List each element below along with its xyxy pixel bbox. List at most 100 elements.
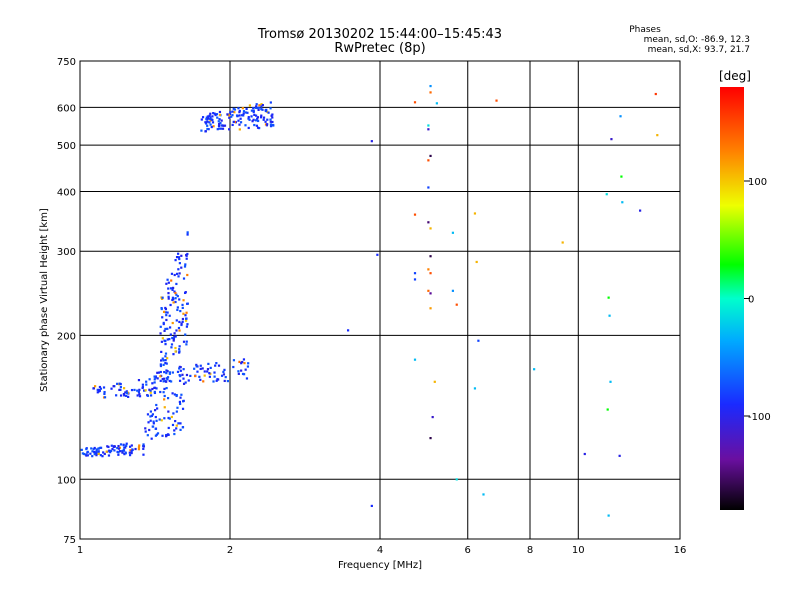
data-point [224, 376, 227, 379]
data-point [97, 450, 100, 453]
data-point [185, 253, 188, 257]
data-point [149, 415, 152, 418]
data-point [163, 339, 166, 342]
data-point [130, 451, 133, 455]
data-point [212, 112, 215, 115]
data-point [159, 325, 162, 328]
data-point [185, 311, 188, 314]
data-point [150, 437, 153, 440]
data-point [180, 266, 183, 269]
data-point [130, 388, 134, 392]
data-point [173, 393, 177, 396]
data-point [216, 128, 219, 131]
data-point [167, 433, 170, 436]
data-point [168, 379, 171, 383]
data-point [236, 115, 239, 118]
data-point [117, 444, 120, 448]
data-point [208, 372, 211, 375]
data-point [185, 257, 188, 260]
data-point [177, 252, 180, 255]
data-point [167, 295, 170, 298]
data-point [113, 449, 116, 452]
data-point [221, 127, 225, 130]
data-point [181, 407, 185, 410]
data-point [167, 410, 170, 413]
data-point [162, 380, 165, 383]
data-point [161, 377, 164, 381]
data-point [250, 109, 253, 112]
data-point [93, 451, 96, 454]
data-point [251, 120, 254, 123]
data-point [212, 125, 215, 128]
data-point [148, 388, 151, 391]
data-point [182, 382, 186, 385]
data-point [413, 213, 417, 216]
data-point [433, 380, 436, 383]
data-point [116, 382, 119, 385]
data-point [161, 337, 164, 340]
data-point [583, 452, 586, 456]
data-point [142, 447, 145, 450]
data-point [153, 375, 156, 378]
data-point [138, 393, 141, 396]
data-point [168, 372, 171, 375]
data-point [252, 118, 255, 121]
data-point [136, 389, 139, 392]
data-point [233, 120, 237, 124]
data-point [165, 369, 168, 372]
chart-subtitle: RwPretec (8p) [334, 41, 425, 56]
data-point [93, 446, 96, 450]
data-point [250, 115, 253, 118]
x-tick-label: 1 [77, 545, 83, 556]
data-point [429, 272, 432, 275]
data-point [145, 380, 148, 383]
data-point [97, 447, 100, 450]
data-point [164, 311, 167, 314]
phases-mean-x: mean, sd,X: 93.7, 21.7 [648, 45, 750, 55]
data-point [186, 323, 189, 326]
data-point [170, 346, 173, 349]
data-point [166, 278, 169, 281]
data-point [607, 296, 610, 299]
data-point [177, 275, 180, 278]
data-point [159, 390, 162, 394]
data-point [186, 252, 189, 256]
x-axis-label: Frequency [MHz] [338, 560, 422, 571]
data-point [654, 92, 657, 96]
colorbar-tick-label: 0 [748, 295, 754, 306]
colorbar-gradient [720, 87, 744, 510]
y-tick-label: 400 [57, 187, 76, 198]
data-point [233, 111, 236, 114]
data-point [266, 123, 269, 126]
data-point [172, 337, 175, 341]
data-point [146, 413, 150, 416]
data-point [166, 311, 169, 314]
data-point [217, 120, 220, 123]
data-point [137, 390, 140, 394]
data-point [178, 298, 181, 301]
data-point [178, 379, 182, 382]
data-point [244, 124, 247, 127]
data-point [172, 412, 175, 415]
data-point [155, 419, 158, 422]
data-point [93, 453, 96, 456]
data-point [172, 301, 175, 304]
data-point [164, 307, 168, 311]
data-point [175, 410, 178, 413]
data-point [148, 378, 151, 381]
data-point [181, 426, 184, 429]
data-point [175, 293, 178, 296]
data-point [130, 449, 133, 453]
data-point [254, 106, 257, 109]
data-point [181, 303, 184, 306]
data-point [170, 272, 174, 275]
data-point [138, 388, 141, 391]
data-point [473, 212, 477, 215]
data-point [232, 120, 235, 123]
data-point [98, 385, 102, 389]
data-point [370, 140, 373, 143]
data-point [207, 362, 210, 366]
data-point [199, 378, 202, 381]
data-point [172, 339, 175, 342]
data-point [172, 298, 175, 301]
